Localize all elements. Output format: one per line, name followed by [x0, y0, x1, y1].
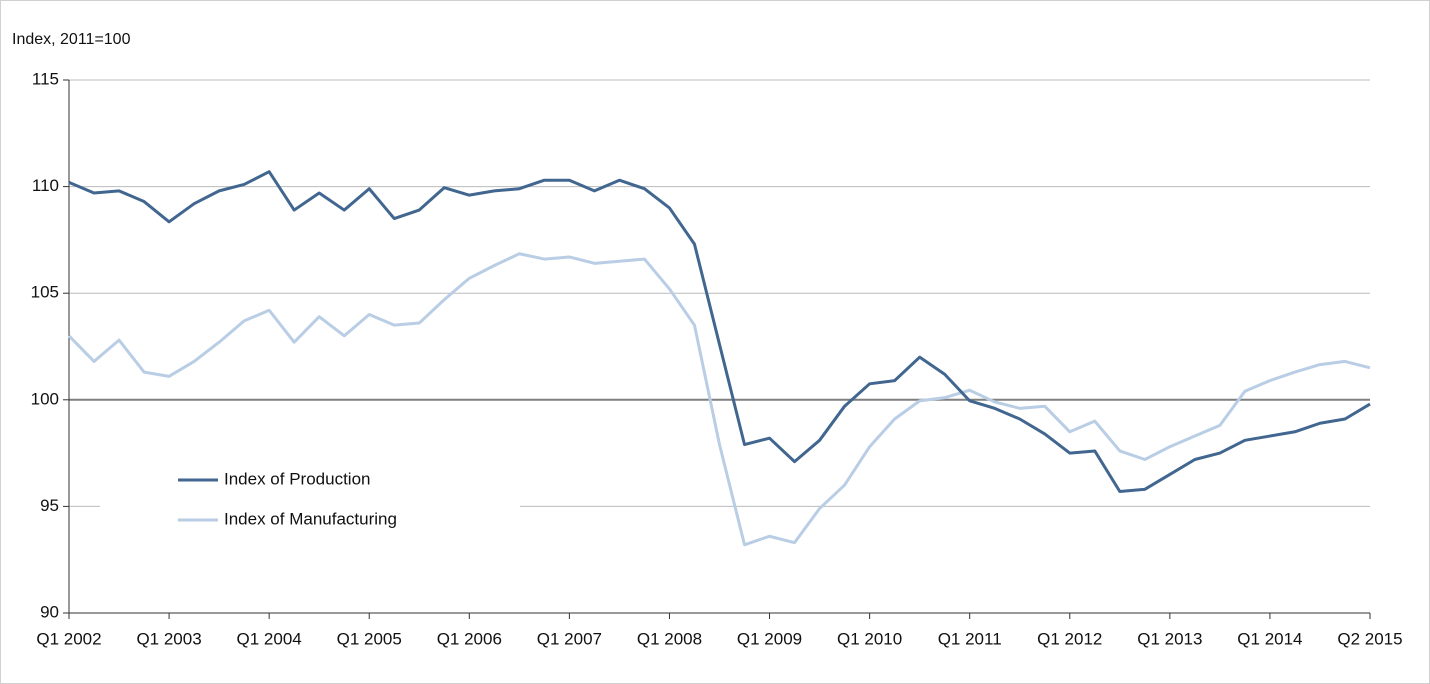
x-tick-label: Q1 2012	[1037, 629, 1102, 648]
y-tick-label: 90	[40, 602, 59, 621]
x-tick-label: Q1 2002	[36, 629, 101, 648]
y-tick-label: 105	[31, 283, 59, 302]
x-tick-label: Q1 2014	[1237, 629, 1302, 648]
x-tick-label: Q1 2010	[837, 629, 902, 648]
x-tick-label: Q1 2006	[437, 629, 502, 648]
series-line	[68, 170, 1371, 493]
x-tick-label: Q1 2009	[737, 629, 802, 648]
y-tick-label: 110	[32, 176, 59, 195]
x-tick-label: Q1 2013	[1137, 629, 1202, 648]
legend-label: Index of Production	[224, 469, 370, 488]
series-line	[67, 252, 1371, 547]
y-axis-label: Index, 2011=100	[12, 31, 131, 48]
legend-box	[100, 460, 520, 540]
y-tick-label: 95	[40, 496, 59, 515]
x-tick-label: Q1 2007	[537, 629, 602, 648]
x-tick-label: Q1 2003	[136, 629, 201, 648]
x-tick-label: Q1 2004	[237, 629, 302, 648]
x-tick-label: Q1 2005	[337, 629, 402, 648]
x-tick-label: Q2 2015	[1337, 629, 1402, 648]
y-tick-label: 115	[32, 69, 59, 88]
legend-label: Index of Manufacturing	[224, 509, 397, 528]
y-tick-label: 100	[31, 389, 59, 408]
x-tick-label: Q1 2008	[637, 629, 702, 648]
x-tick-label: Q1 2011	[938, 629, 1002, 648]
